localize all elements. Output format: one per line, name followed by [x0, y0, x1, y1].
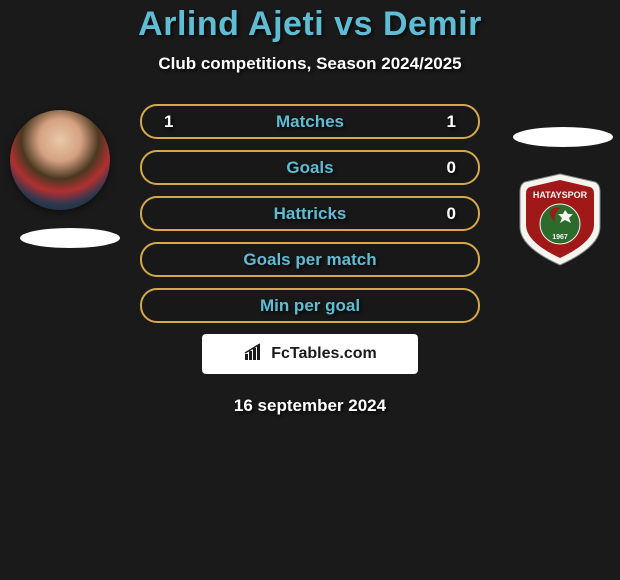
stat-label: Hattricks [184, 204, 436, 224]
stats-list: 1 Matches 1 Goals 0 Hattricks 0 Goals pe… [0, 104, 620, 323]
stat-label: Min per goal [184, 296, 436, 316]
chart-icon [243, 343, 265, 366]
stat-row-matches: 1 Matches 1 [140, 104, 480, 139]
stat-row-min-per-goal: Min per goal [140, 288, 480, 323]
stat-row-goals-per-match: Goals per match [140, 242, 480, 277]
stat-label: Goals [184, 158, 436, 178]
stat-left-value: 1 [164, 112, 184, 132]
stat-row-goals: Goals 0 [140, 150, 480, 185]
date-text: 16 september 2024 [0, 396, 620, 416]
stat-right-value: 0 [436, 158, 456, 178]
stat-right-value: 1 [436, 112, 456, 132]
comparison-title: Arlind Ajeti vs Demir [0, 5, 620, 44]
comparison-subtitle: Club competitions, Season 2024/2025 [0, 54, 620, 74]
stat-label: Goals per match [184, 250, 436, 270]
comparison-card: Arlind Ajeti vs Demir Club competitions,… [0, 0, 620, 580]
stat-label: Matches [184, 112, 436, 132]
stat-row-hattricks: Hattricks 0 [140, 196, 480, 231]
watermark: FcTables.com [202, 334, 418, 374]
stat-right-value: 0 [436, 204, 456, 224]
watermark-text: FcTables.com [271, 345, 377, 363]
